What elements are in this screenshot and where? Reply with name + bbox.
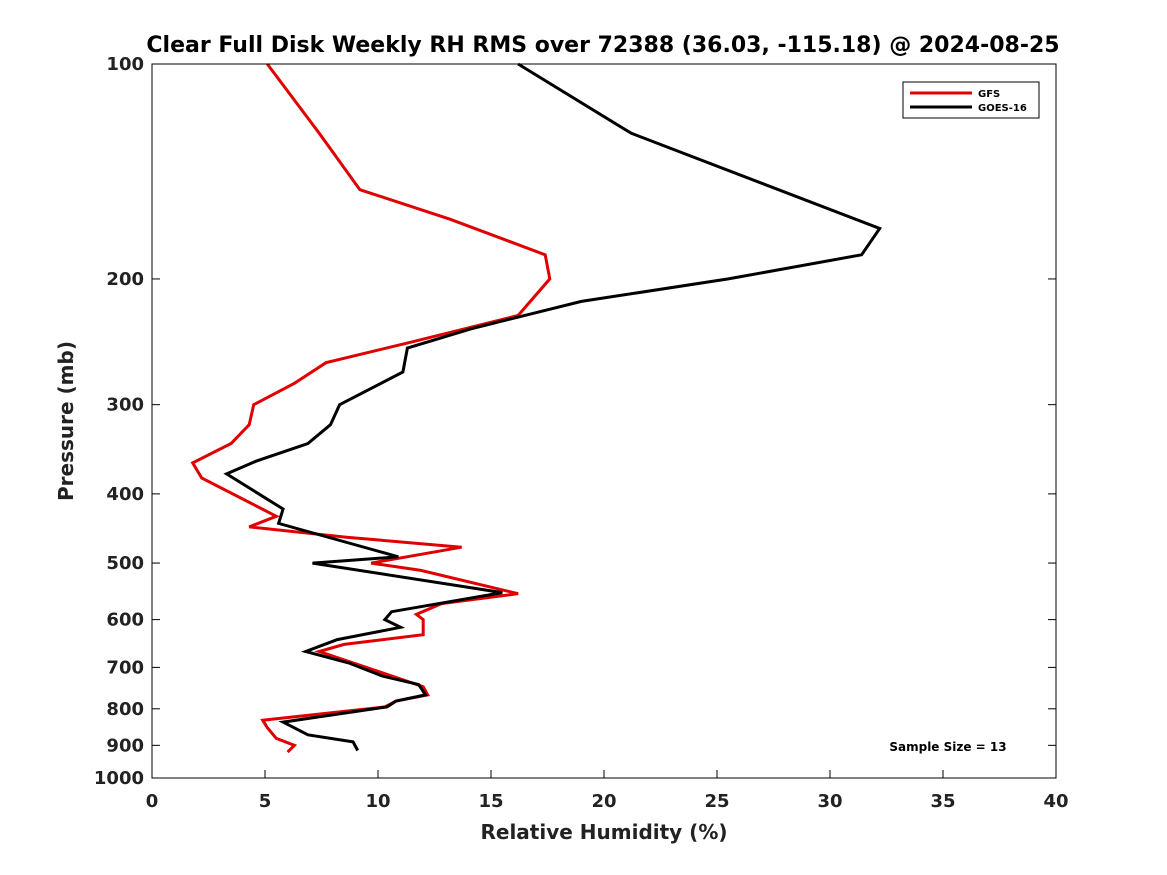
- x-tick-label: 15: [478, 791, 503, 812]
- x-tick-label: 40: [1043, 791, 1068, 812]
- y-axis-ticks: 100 200 300 400 500 600 700 800 900 1000: [94, 54, 1056, 789]
- plot-frame: [151, 63, 1057, 779]
- y-tick-label: 900: [106, 735, 144, 756]
- y-tick-label: 300: [106, 395, 144, 416]
- y-tick-label: 400: [106, 484, 144, 505]
- x-tick-label: 10: [365, 791, 390, 812]
- y-tick-label: 700: [106, 657, 144, 678]
- x-tick-label: 20: [591, 791, 616, 812]
- x-axis-title: Relative Humidity (%): [480, 820, 727, 844]
- legend-label: GFS: [978, 89, 1000, 100]
- series-line-goes-16: [223, 62, 883, 752]
- y-tick-label: 500: [106, 553, 144, 574]
- chart-title: Clear Full Disk Weekly RH RMS over 72388…: [146, 33, 1059, 58]
- y-tick-label: 1000: [94, 768, 144, 789]
- y-tick-label: 800: [106, 699, 144, 720]
- x-tick-label: 5: [259, 791, 272, 812]
- x-tick-label: 30: [817, 791, 842, 812]
- x-tick-label: 0: [146, 791, 159, 812]
- x-tick-label: 35: [930, 791, 955, 812]
- y-axis-title: Pressure (mb): [54, 341, 78, 501]
- series-layer: [190, 62, 883, 754]
- legend: GFS GOES-16: [902, 81, 1040, 119]
- sample-size-annotation: Sample Size = 13: [889, 740, 1006, 754]
- y-tick-label: 600: [106, 610, 144, 631]
- legend-label: GOES-16: [978, 103, 1027, 114]
- x-tick-label: 25: [704, 791, 729, 812]
- y-tick-label: 100: [106, 54, 144, 75]
- legend-box: [902, 81, 1040, 119]
- y-tick-label: 200: [106, 269, 144, 290]
- series-line-gfs: [190, 63, 552, 754]
- x-axis-ticks: 0 5 10 15 20 25 30 35 40: [146, 770, 1069, 812]
